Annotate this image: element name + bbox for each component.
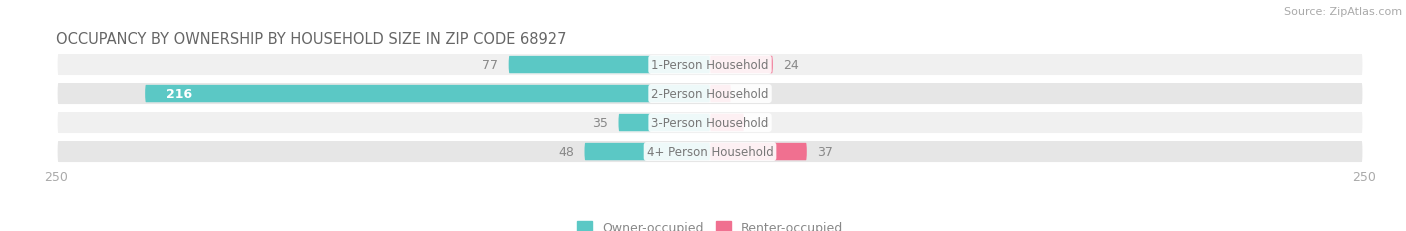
Text: 13: 13 [755,116,770,130]
FancyBboxPatch shape [56,82,1364,106]
FancyBboxPatch shape [56,53,1364,77]
Legend: Owner-occupied, Renter-occupied: Owner-occupied, Renter-occupied [572,216,848,231]
FancyBboxPatch shape [710,143,807,161]
Text: 3-Person Household: 3-Person Household [651,116,769,130]
Text: 216: 216 [166,88,193,101]
FancyBboxPatch shape [710,57,773,74]
Text: 4+ Person Household: 4+ Person Household [647,145,773,158]
Text: 8: 8 [741,88,749,101]
FancyBboxPatch shape [145,85,710,103]
FancyBboxPatch shape [56,111,1364,135]
FancyBboxPatch shape [509,57,710,74]
Text: 24: 24 [783,59,799,72]
Text: 37: 37 [817,145,834,158]
Text: 1-Person Household: 1-Person Household [651,59,769,72]
Text: 48: 48 [558,145,574,158]
Text: 35: 35 [592,116,607,130]
Text: 77: 77 [482,59,498,72]
Text: Source: ZipAtlas.com: Source: ZipAtlas.com [1284,7,1402,17]
Text: 2-Person Household: 2-Person Household [651,88,769,101]
FancyBboxPatch shape [619,114,710,132]
FancyBboxPatch shape [710,85,731,103]
FancyBboxPatch shape [585,143,710,161]
Text: OCCUPANCY BY OWNERSHIP BY HOUSEHOLD SIZE IN ZIP CODE 68927: OCCUPANCY BY OWNERSHIP BY HOUSEHOLD SIZE… [56,32,567,46]
FancyBboxPatch shape [710,114,744,132]
FancyBboxPatch shape [56,140,1364,164]
